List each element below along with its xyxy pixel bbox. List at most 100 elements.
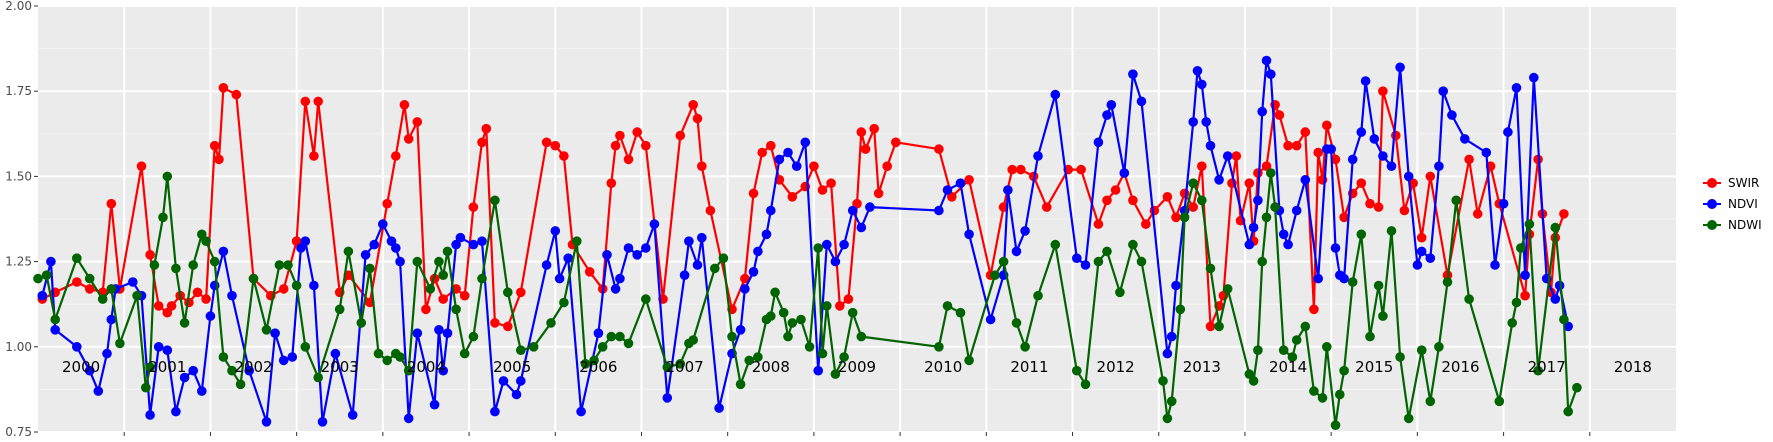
data-point-swir	[403, 134, 414, 144]
data-point-ndvi	[128, 277, 138, 287]
data-point-swir	[209, 140, 220, 151]
data-point-swir	[309, 151, 319, 161]
data-point-ndvi	[641, 243, 651, 253]
data-point-ndwi	[817, 348, 828, 359]
data-point-ndwi	[1136, 256, 1147, 267]
data-point-ndvi	[1119, 168, 1130, 178]
data-point-ndvi	[270, 328, 280, 339]
data-point-ndvi	[1300, 175, 1311, 185]
data-point-ndvi	[623, 243, 634, 253]
data-point-ndwi	[248, 273, 259, 284]
data-point-ndwi	[1356, 229, 1367, 240]
data-point-ndwi	[1300, 321, 1311, 332]
y-tick-label: 0.75	[5, 425, 32, 439]
data-point-swir	[1076, 164, 1086, 175]
data-point-ndwi	[1188, 178, 1198, 188]
data-point-ndvi	[468, 239, 479, 250]
data-point-ndwi	[72, 253, 82, 263]
data-point-ndvi	[1438, 86, 1448, 96]
data-point-ndwi	[434, 256, 444, 267]
data-point-ndvi	[1386, 161, 1397, 171]
year-label: 2015	[1355, 358, 1393, 376]
data-point-ndvi	[740, 284, 750, 294]
data-point-ndwi	[209, 256, 220, 267]
data-point-ndwi	[1179, 212, 1190, 223]
data-point-ndvi	[1257, 106, 1267, 117]
data-point-ndvi	[774, 154, 785, 165]
data-point-ndvi	[1003, 185, 1013, 195]
data-point-ndvi	[847, 205, 858, 216]
data-point-swir	[278, 284, 289, 294]
data-point-swir	[1373, 202, 1384, 212]
data-point-ndwi	[1115, 287, 1125, 298]
data-point-swir	[313, 96, 324, 107]
data-point-ndvi	[1205, 140, 1216, 151]
data-point-ndwi	[856, 331, 867, 342]
data-point-ndwi	[1093, 256, 1104, 267]
data-point-swir	[382, 198, 393, 209]
data-point-ndwi	[1291, 335, 1302, 345]
data-point-swir	[1093, 219, 1104, 229]
year-label: 2005	[493, 358, 531, 376]
data-point-ndvi	[735, 325, 746, 335]
data-point-swir	[843, 294, 854, 304]
data-point-ndvi	[985, 314, 996, 325]
data-point-ndwi	[1494, 396, 1505, 407]
data-point-swir	[1378, 86, 1388, 96]
data-point-ndvi	[1201, 117, 1211, 127]
data-point-swir	[860, 144, 871, 154]
data-point-ndvi	[662, 393, 673, 403]
y-tick-label: 2.00	[5, 0, 32, 13]
data-point-swir	[438, 294, 449, 304]
data-point-ndwi	[1205, 263, 1216, 274]
data-point-ndwi	[1033, 290, 1043, 301]
data-point-ndvi	[395, 256, 405, 267]
data-point-ndvi	[615, 273, 625, 284]
data-point-swir	[1330, 154, 1341, 165]
year-label: 2006	[579, 358, 617, 376]
data-point-ndvi	[438, 365, 449, 376]
data-point-ndvi	[296, 243, 306, 253]
data-point-ndwi	[787, 318, 798, 328]
data-point-swir	[412, 117, 423, 127]
data-point-swir	[1007, 164, 1017, 175]
data-point-ndvi	[697, 232, 707, 243]
data-point-ndwi	[227, 365, 237, 376]
data-point-ndvi	[46, 256, 56, 267]
data-point-ndwi	[778, 307, 789, 318]
data-point-swir	[1231, 151, 1242, 161]
data-point-ndwi	[97, 294, 108, 304]
data-point-ndwi	[718, 253, 729, 263]
data-point-ndvi	[1283, 239, 1293, 250]
data-point-ndwi	[313, 372, 324, 383]
data-point-swir	[106, 198, 117, 209]
y-tick-label: 1.50	[5, 169, 32, 183]
data-point-ndvi	[1503, 127, 1513, 137]
data-point-ndvi	[498, 376, 509, 386]
data-point-swir	[748, 188, 759, 199]
data-point-ndwi	[1516, 243, 1526, 253]
data-point-ndwi	[783, 331, 793, 342]
data-point-ndwi	[132, 290, 142, 301]
data-point-swir	[1313, 147, 1323, 158]
data-point-ndvi	[378, 219, 388, 229]
data-point-swir	[1110, 185, 1121, 195]
data-point-ndwi	[1162, 413, 1173, 424]
data-point-ndvi	[1460, 134, 1470, 144]
data-point-ndvi	[1244, 239, 1255, 250]
data-point-ndvi	[1253, 195, 1263, 206]
data-point-ndvi	[610, 284, 621, 294]
legend-item-ndvi: NDVI	[1703, 197, 1758, 211]
data-point-ndwi	[145, 362, 155, 373]
data-point-swir	[1365, 198, 1375, 209]
data-point-swir	[477, 137, 487, 148]
data-point-swir	[675, 130, 686, 141]
data-point-swir	[399, 100, 410, 110]
data-point-ndwi	[1425, 396, 1436, 407]
data-point-ndvi	[1412, 260, 1423, 270]
data-point-ndvi	[106, 314, 117, 325]
data-point-swir	[421, 304, 431, 315]
data-point-ndwi	[283, 260, 293, 270]
data-point-ndvi	[813, 365, 823, 376]
data-point-ndwi	[1158, 376, 1168, 386]
